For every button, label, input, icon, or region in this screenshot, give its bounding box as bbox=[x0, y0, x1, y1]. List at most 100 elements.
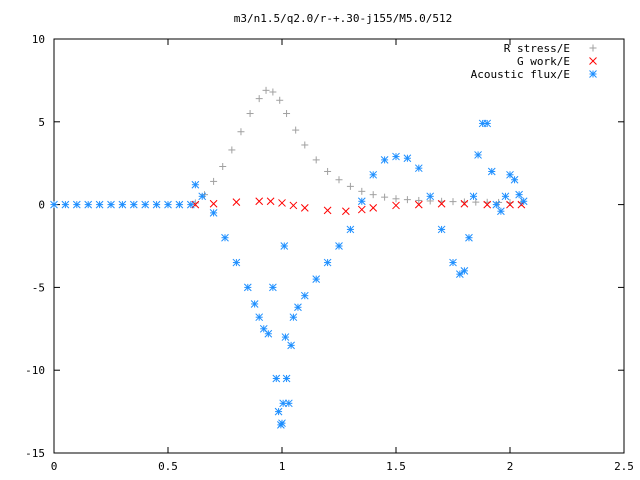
series-2 bbox=[191, 197, 526, 216]
data-point bbox=[250, 300, 259, 308]
data-point bbox=[414, 164, 423, 173]
data-point bbox=[259, 324, 268, 333]
series-3 bbox=[50, 119, 528, 429]
data-point bbox=[474, 151, 482, 159]
data-point bbox=[346, 182, 354, 190]
legend-marker bbox=[589, 57, 597, 65]
data-point bbox=[465, 233, 473, 242]
data-point bbox=[276, 96, 284, 104]
data-point bbox=[403, 196, 411, 204]
data-point bbox=[164, 200, 172, 209]
data-point bbox=[392, 195, 400, 203]
data-point bbox=[506, 200, 514, 209]
data-point bbox=[269, 88, 277, 96]
data-point bbox=[357, 197, 366, 206]
data-point bbox=[460, 266, 469, 275]
data-point bbox=[50, 200, 58, 209]
y-tick-label: 0 bbox=[38, 199, 45, 212]
y-tick-label: 10 bbox=[32, 33, 45, 46]
data-point bbox=[301, 141, 309, 149]
data-point bbox=[282, 374, 291, 383]
legend-label: Acoustic flux/E bbox=[471, 68, 570, 81]
x-tick-label: 1.5 bbox=[386, 460, 406, 473]
x-tick-label: 0.5 bbox=[158, 460, 178, 473]
data-point bbox=[209, 199, 218, 208]
data-point bbox=[519, 197, 528, 206]
y-tick-label: -10 bbox=[25, 364, 45, 377]
data-point bbox=[472, 198, 480, 206]
data-point bbox=[186, 200, 195, 209]
data-point bbox=[278, 419, 286, 428]
data-point bbox=[118, 200, 127, 209]
legend-marker bbox=[589, 70, 597, 78]
data-point bbox=[323, 206, 332, 215]
data-point bbox=[129, 200, 138, 209]
data-point bbox=[357, 205, 366, 214]
y-axis: -15 -10 -5 0 5 10 bbox=[25, 33, 624, 460]
data-point bbox=[228, 146, 236, 154]
data-point bbox=[358, 187, 366, 195]
data-point bbox=[107, 200, 115, 209]
data-point bbox=[312, 156, 320, 164]
data-point bbox=[300, 291, 309, 300]
data-point bbox=[209, 209, 218, 217]
data-point bbox=[284, 399, 293, 408]
chart-title: m3/n1.5/q2.0/r-+.30-j155/M5.0/512 bbox=[234, 12, 453, 25]
data-point bbox=[219, 163, 227, 171]
data-point bbox=[492, 200, 501, 209]
data-point bbox=[280, 242, 289, 250]
x-tick-label: 1 bbox=[279, 460, 286, 473]
legend-label: R stress/E bbox=[504, 42, 570, 55]
data-point bbox=[152, 200, 161, 209]
data-point bbox=[232, 258, 241, 267]
data-point bbox=[510, 175, 519, 184]
data-point bbox=[455, 270, 464, 279]
data-point bbox=[392, 201, 400, 210]
data-point bbox=[335, 242, 343, 250]
data-point bbox=[269, 283, 277, 292]
data-point bbox=[449, 258, 457, 267]
data-point bbox=[278, 199, 286, 207]
data-point bbox=[381, 193, 389, 201]
data-point bbox=[198, 192, 207, 201]
data-point bbox=[497, 207, 505, 216]
data-point bbox=[232, 198, 241, 206]
data-point bbox=[460, 199, 469, 208]
x-tick-label: 0 bbox=[51, 460, 58, 473]
data-point bbox=[255, 95, 263, 103]
data-point bbox=[175, 200, 184, 209]
data-point bbox=[264, 329, 273, 338]
data-point bbox=[294, 303, 302, 312]
data-point bbox=[289, 201, 298, 210]
legend-marker bbox=[589, 44, 597, 52]
data-point bbox=[300, 204, 309, 212]
data-point bbox=[262, 86, 270, 94]
data-point bbox=[335, 176, 343, 184]
data-point bbox=[243, 283, 252, 292]
x-tick-label: 2.5 bbox=[614, 460, 634, 473]
data-point bbox=[266, 197, 275, 206]
data-point bbox=[255, 197, 264, 206]
data-point bbox=[369, 204, 378, 212]
data-point bbox=[437, 225, 446, 234]
data-point bbox=[323, 258, 332, 267]
data-point bbox=[141, 200, 150, 209]
y-tick-label: -5 bbox=[32, 281, 45, 294]
data-point bbox=[346, 225, 355, 234]
data-point bbox=[369, 191, 377, 199]
data-point bbox=[415, 196, 423, 204]
data-point bbox=[287, 341, 295, 350]
data-point bbox=[191, 180, 200, 189]
data-point bbox=[483, 119, 492, 128]
data-point bbox=[483, 200, 492, 209]
data-point bbox=[281, 333, 290, 341]
data-point bbox=[469, 192, 478, 201]
data-point bbox=[437, 199, 446, 208]
series-1 bbox=[191, 86, 525, 207]
x-tick-label: 2 bbox=[507, 460, 514, 473]
data-point bbox=[403, 154, 412, 163]
data-point bbox=[95, 200, 104, 209]
data-point bbox=[274, 407, 283, 416]
data-point bbox=[515, 190, 523, 199]
